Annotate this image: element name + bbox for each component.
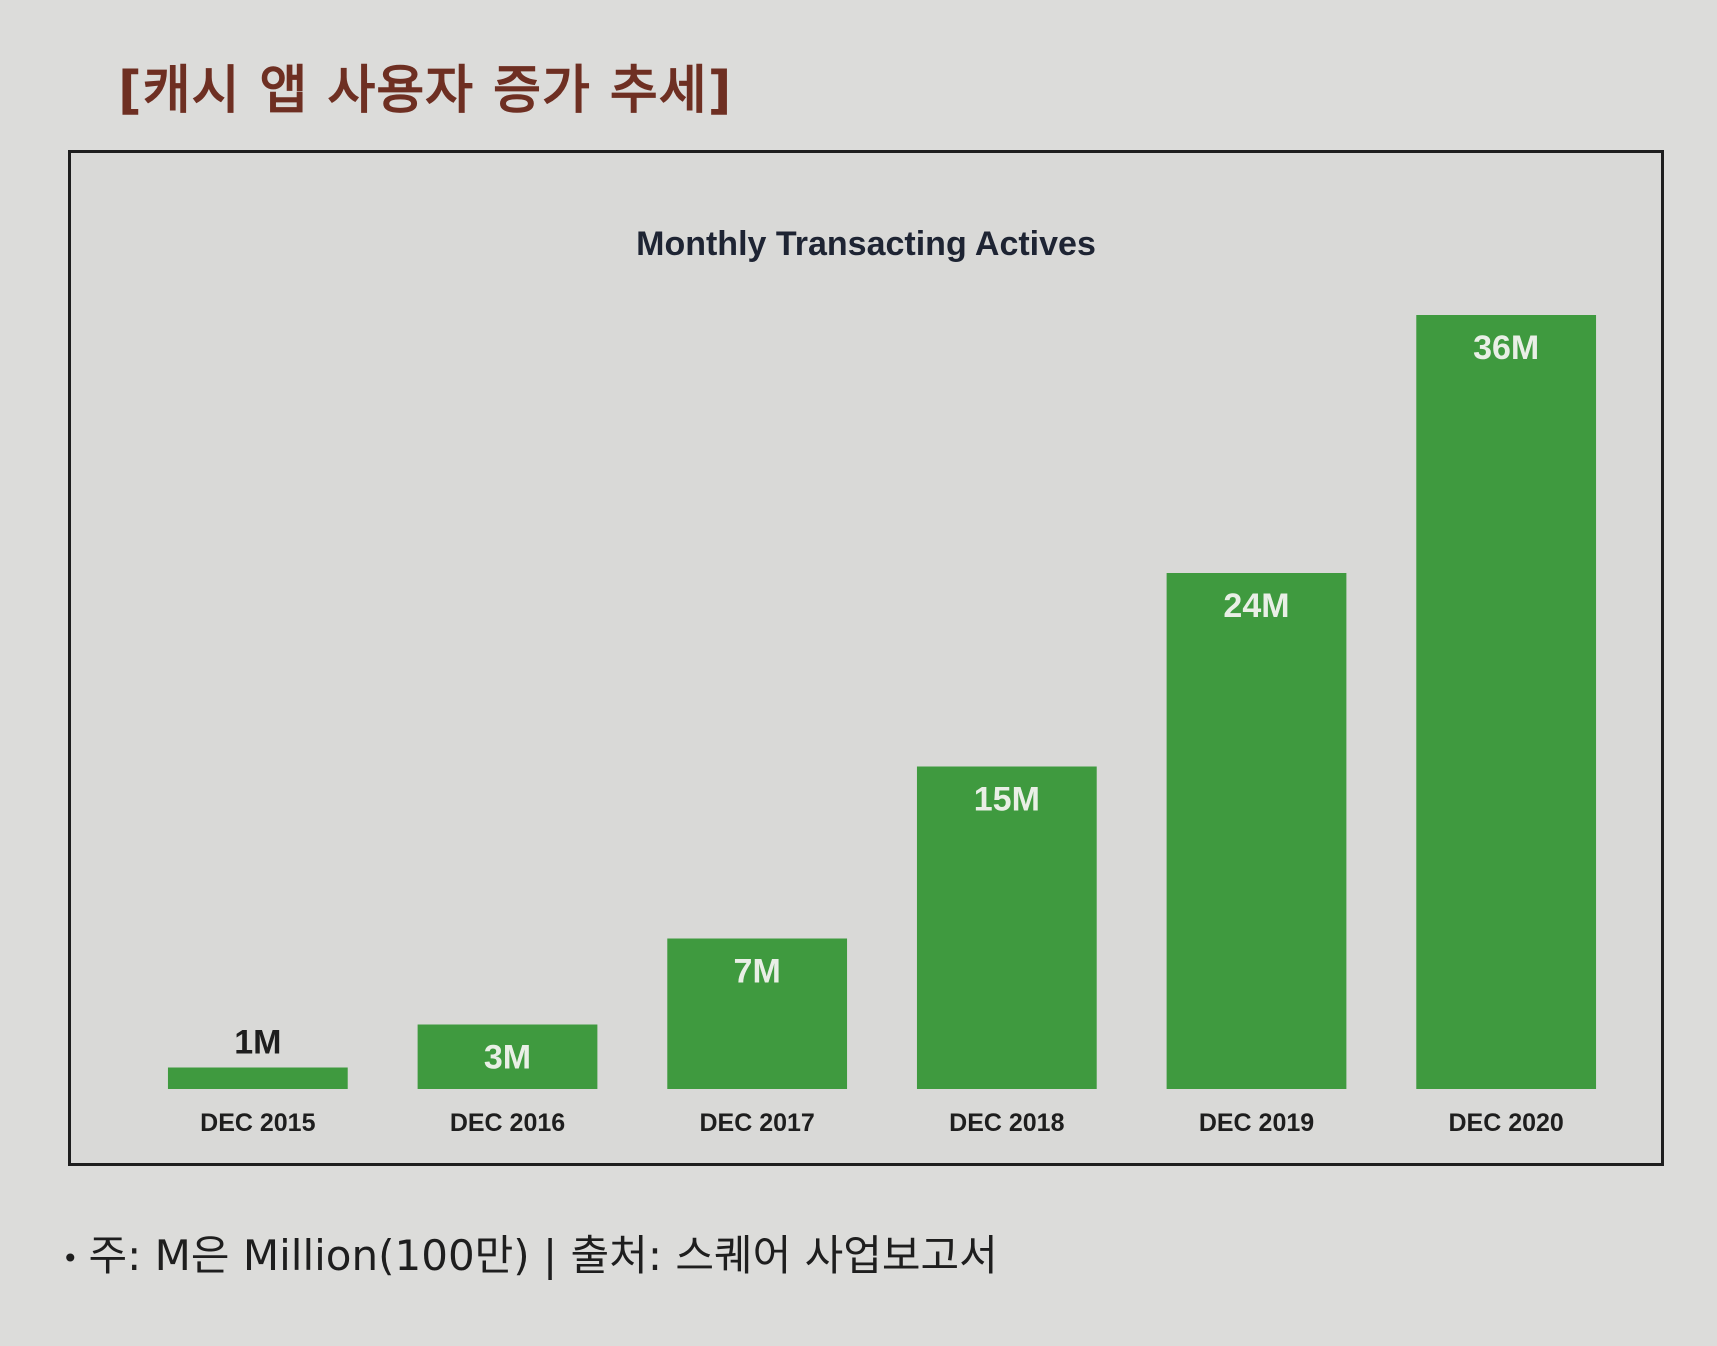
bar-chart: 1M DEC 2015 3M DEC 2016 7M DEC 2017 15M DEC 201… xyxy=(167,315,1597,1137)
bar-dec-2017 xyxy=(667,938,848,1089)
page-title: [캐시 앱 사용자 증가 추세] xyxy=(118,61,733,121)
x-tick-label: DEC 2015 xyxy=(200,1109,315,1137)
data-label: 1M xyxy=(234,1024,281,1062)
x-tick-label: DEC 2020 xyxy=(1448,1109,1563,1137)
data-label: 7M xyxy=(734,953,781,991)
x-tick-label: DEC 2016 xyxy=(450,1109,565,1137)
bar-dec-2016 xyxy=(417,1024,598,1089)
bar-dec-2020 xyxy=(1416,315,1597,1089)
footnote-bullet: • xyxy=(62,1242,79,1275)
data-label: 24M xyxy=(1223,587,1289,625)
data-label: 15M xyxy=(974,781,1040,819)
x-tick-label: DEC 2017 xyxy=(699,1109,814,1137)
x-tick-label: DEC 2019 xyxy=(1199,1109,1314,1137)
chart-title: Monthly Transacting Actives xyxy=(636,225,1096,263)
bar-dec-2015 xyxy=(167,1067,348,1089)
data-label: 3M xyxy=(484,1039,531,1077)
bar-dec-2019 xyxy=(1166,573,1347,1089)
bar-dec-2018 xyxy=(916,766,1097,1089)
footnote: • 주: M은 Million(100만) | 출처: 스퀘어 사업보고서 xyxy=(62,1222,998,1283)
chart-frame: Monthly Transacting Actives 1M DEC 2015 3M… xyxy=(68,150,1664,1166)
data-label: 36M xyxy=(1473,329,1539,367)
x-tick-label: DEC 2018 xyxy=(949,1109,1064,1137)
footnote-text: 주: M은 Million(100만) | 출처: 스퀘어 사업보고서 xyxy=(88,1231,998,1280)
